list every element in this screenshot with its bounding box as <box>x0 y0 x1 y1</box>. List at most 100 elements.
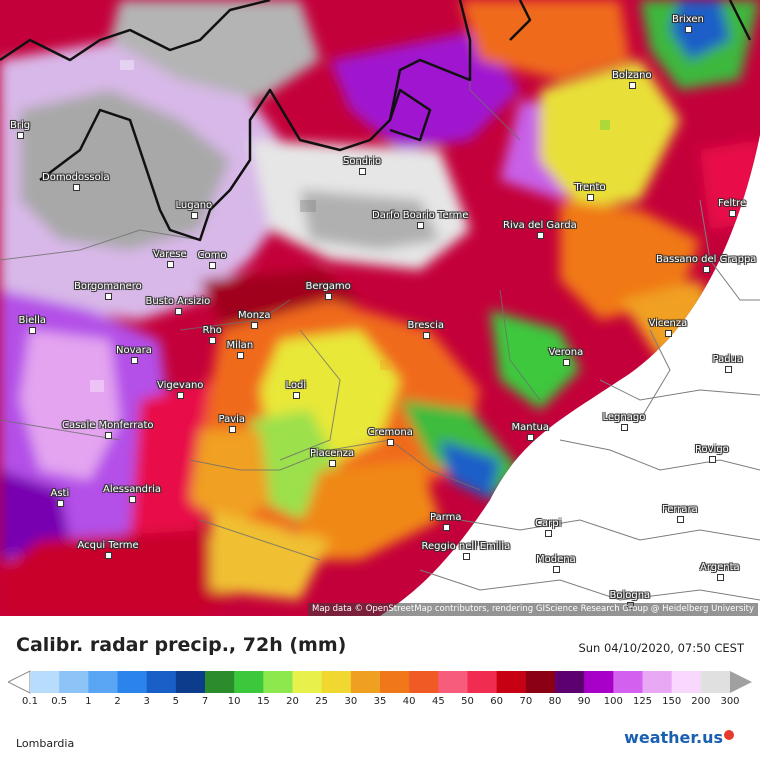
legend-tick: 30 <box>344 696 358 707</box>
legend-tick: 2 <box>114 696 121 707</box>
city-dot-icon <box>105 552 112 559</box>
legend-tick: 20 <box>286 696 299 707</box>
legend-tick: 45 <box>431 696 445 707</box>
legend-tick: 90 <box>577 696 591 707</box>
legend-tick: 1 <box>85 696 92 707</box>
city-dot-icon <box>329 460 336 467</box>
city-label: Vicenza <box>648 318 688 329</box>
city-label: Domodossola <box>42 172 110 183</box>
city-dot-icon <box>387 439 394 446</box>
legend-tick: 3 <box>143 696 150 707</box>
city-label: Riva del Garda <box>503 220 577 231</box>
legend-max-arrow <box>730 671 752 693</box>
radar-precip-layer <box>0 0 760 616</box>
city-dot-icon <box>57 500 64 507</box>
city-label: Asti <box>50 488 70 499</box>
legend-colorbar <box>6 670 752 694</box>
city-label: Bologna <box>609 590 651 601</box>
city-label: Lodi <box>285 380 307 391</box>
legend-tick: 25 <box>315 696 329 707</box>
legend-swatch <box>584 671 614 693</box>
legend-swatch <box>263 671 293 693</box>
city-label: Busto Arsizio <box>145 296 211 307</box>
city-label: Feltre <box>718 198 747 209</box>
city-label: Modena <box>536 554 576 565</box>
legend-swatch <box>350 671 381 693</box>
city-label: Novara <box>116 345 152 356</box>
city-label: Legnago <box>602 412 646 423</box>
city-label: Brig <box>10 120 31 131</box>
city-label: Cremona <box>367 427 413 438</box>
city-dot-icon <box>209 262 216 269</box>
legend-swatch <box>146 671 177 693</box>
city-dot-icon <box>29 327 36 334</box>
legend-swatch <box>292 671 323 693</box>
legend-tick: 60 <box>490 696 504 707</box>
weather-us-logo[interactable]: weather.us <box>624 728 734 747</box>
timestamp: Sun 04/10/2020, 07:50 CEST <box>578 641 744 655</box>
city-dot-icon <box>685 26 692 33</box>
city-dot-icon <box>563 359 570 366</box>
city-label: Alessandria <box>103 484 162 495</box>
city-label: Bassano del Grappa <box>656 254 757 265</box>
city-dot-icon <box>167 261 174 268</box>
legend-tick: 150 <box>662 696 682 707</box>
city-label: Darfo Boario Terme <box>372 210 469 221</box>
city-label: Pavia <box>218 414 246 425</box>
city-dot-icon <box>209 337 216 344</box>
legend-tick: 10 <box>227 696 241 707</box>
city-dot-icon <box>105 293 112 300</box>
legend-swatch <box>496 671 527 693</box>
city-dot-icon <box>191 212 198 219</box>
legend-swatch <box>671 671 702 693</box>
city-dot-icon <box>417 222 424 229</box>
city-dot-icon <box>251 322 258 329</box>
region-name: Lombardia <box>16 737 75 750</box>
city-dot-icon <box>729 210 736 217</box>
city-label: Parma <box>430 512 462 523</box>
legend-swatch <box>88 671 118 693</box>
city-dot-icon <box>665 330 672 337</box>
city-label: Trento <box>574 182 606 193</box>
precipitation-legend: 0.1 0.5 1 2 3 5 7 10 15 20 25 30 35 40 45 50 60 70 80 90 100… <box>6 670 760 720</box>
legend-swatch <box>380 671 410 693</box>
city-dot-icon <box>537 232 544 239</box>
legend-swatch <box>117 671 148 693</box>
city-label: Mantua <box>511 422 549 433</box>
legend-swatch <box>234 671 264 693</box>
city-dot-icon <box>359 168 366 175</box>
legend-tick: 300 <box>720 696 740 707</box>
city-dot-icon <box>677 516 684 523</box>
legend-swatch <box>438 671 468 693</box>
city-label: Casale Monferrato <box>62 420 154 431</box>
city-dot-icon <box>443 524 450 531</box>
legend-min-arrow <box>6 670 31 694</box>
legend-tick: 50 <box>461 696 474 707</box>
city-dot-icon <box>545 530 552 537</box>
map-title: Calibr. radar precip., 72h (mm) <box>16 634 347 656</box>
city-label: Carpi <box>535 518 562 529</box>
legend-tick: 7 <box>201 696 209 707</box>
precipitation-map[interactable]: Brixen Bolzano Brig Domodossola Sondrio Trent… <box>0 0 760 616</box>
legend-tick: 80 <box>548 696 562 707</box>
legend-swatch <box>175 671 206 693</box>
city-label: Biella <box>18 315 46 326</box>
legend-tick: 0.1 <box>22 696 38 707</box>
city-dot-icon <box>175 308 182 315</box>
city-label: Bergamo <box>305 281 351 292</box>
city-label: Milan <box>226 340 254 351</box>
city-dot-icon <box>717 574 724 581</box>
city-label: Borgomanero <box>74 281 142 292</box>
city-dot-icon <box>17 132 24 139</box>
legend-tick: 70 <box>519 696 533 707</box>
city-dot-icon <box>527 434 534 441</box>
legend-swatch <box>205 671 235 693</box>
map-attribution[interactable]: Map data © OpenStreetMap contributors, r… <box>308 603 758 616</box>
legend-swatch <box>467 671 498 693</box>
city-dot-icon <box>423 332 430 339</box>
city-label: Sondrio <box>343 156 382 167</box>
sun-icon <box>724 730 734 740</box>
legend-tick: 100 <box>603 696 623 707</box>
city-label: Vigevano <box>157 380 204 391</box>
legend-swatch <box>30 671 60 693</box>
